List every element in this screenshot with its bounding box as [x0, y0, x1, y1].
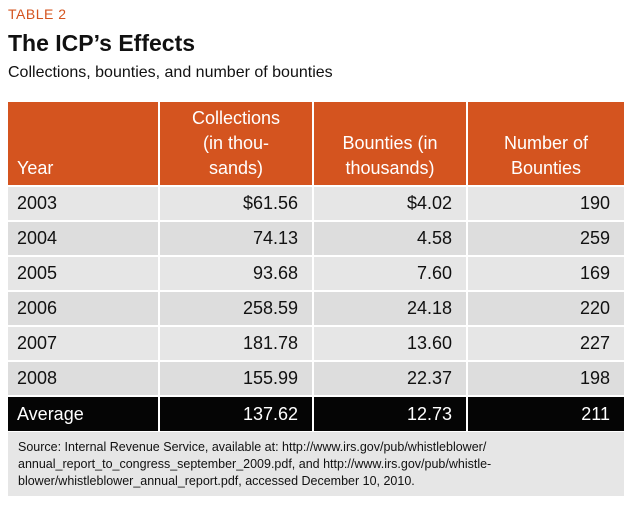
- header-row: Year Collections (in thou- sands) Bounti…: [8, 102, 624, 186]
- cell-number: 190: [466, 185, 624, 221]
- cell-collections: 181.78: [158, 325, 313, 361]
- header-number-line: Bounties: [510, 158, 582, 178]
- source-line: annual_report_to_congress_september_2009…: [18, 457, 492, 471]
- header-bounties-line: thousands): [345, 158, 435, 178]
- cell-year: 2008: [8, 360, 159, 396]
- header-bounties-line: Bounties (in: [342, 133, 438, 153]
- average-collections: 137.62: [158, 395, 313, 431]
- cell-number: 220: [466, 290, 624, 326]
- cell-number: 198: [466, 360, 624, 396]
- cell-bounties: 4.58: [312, 220, 467, 256]
- table-row: 2004 74.13 4.58 259: [8, 220, 624, 256]
- source-line: blower/whistleblower_annual_report.pdf, …: [18, 474, 415, 488]
- header-collections: Collections (in thou- sands): [158, 102, 313, 186]
- header-number-line: Number of: [503, 133, 589, 153]
- cell-collections: 258.59: [158, 290, 313, 326]
- cell-bounties: 22.37: [312, 360, 467, 396]
- cell-bounties: 7.60: [312, 255, 467, 291]
- source-note: Source: Internal Revenue Service, availa…: [8, 432, 624, 496]
- table-row: 2006 258.59 24.18 220: [8, 290, 624, 326]
- header-collections-line: (in thou-: [202, 133, 270, 153]
- average-row: Average 137.62 12.73 211: [8, 395, 624, 431]
- table-row: 2005 93.68 7.60 169: [8, 255, 624, 291]
- cell-number: 259: [466, 220, 624, 256]
- average-number: 211: [466, 395, 624, 431]
- cell-collections: 74.13: [158, 220, 313, 256]
- table-row: 2007 181.78 13.60 227: [8, 325, 624, 361]
- cell-number: 169: [466, 255, 624, 291]
- table-subtitle: Collections, bounties, and number of bou…: [8, 64, 333, 81]
- cell-collections: 93.68: [158, 255, 313, 291]
- header-number: Number of Bounties: [466, 102, 624, 186]
- effects-table: Year Collections (in thou- sands) Bounti…: [8, 102, 624, 431]
- cell-bounties: $4.02: [312, 185, 467, 221]
- cell-year: 2004: [8, 220, 159, 256]
- table-row: 2003 $61.56 $4.02 190: [8, 185, 624, 221]
- table-row: 2008 155.99 22.37 198: [8, 360, 624, 396]
- cell-number: 227: [466, 325, 624, 361]
- cell-year: 2006: [8, 290, 159, 326]
- header-bounties: Bounties (in thousands): [312, 102, 467, 186]
- source-line: Source: Internal Revenue Service, availa…: [18, 440, 487, 454]
- cell-collections: 155.99: [158, 360, 313, 396]
- cell-year: 2003: [8, 185, 159, 221]
- header-year: Year: [8, 102, 159, 186]
- table-title: The ICP’s Effects: [8, 30, 196, 56]
- header-collections-line: sands): [208, 158, 264, 178]
- cell-bounties: 24.18: [312, 290, 467, 326]
- cell-year: 2005: [8, 255, 159, 291]
- cell-year: 2007: [8, 325, 159, 361]
- average-label: Average: [8, 395, 159, 431]
- header-collections-line: Collections: [191, 108, 281, 128]
- cell-bounties: 13.60: [312, 325, 467, 361]
- table-label: TABLE 2: [8, 6, 67, 22]
- average-bounties: 12.73: [312, 395, 467, 431]
- cell-collections: $61.56: [158, 185, 313, 221]
